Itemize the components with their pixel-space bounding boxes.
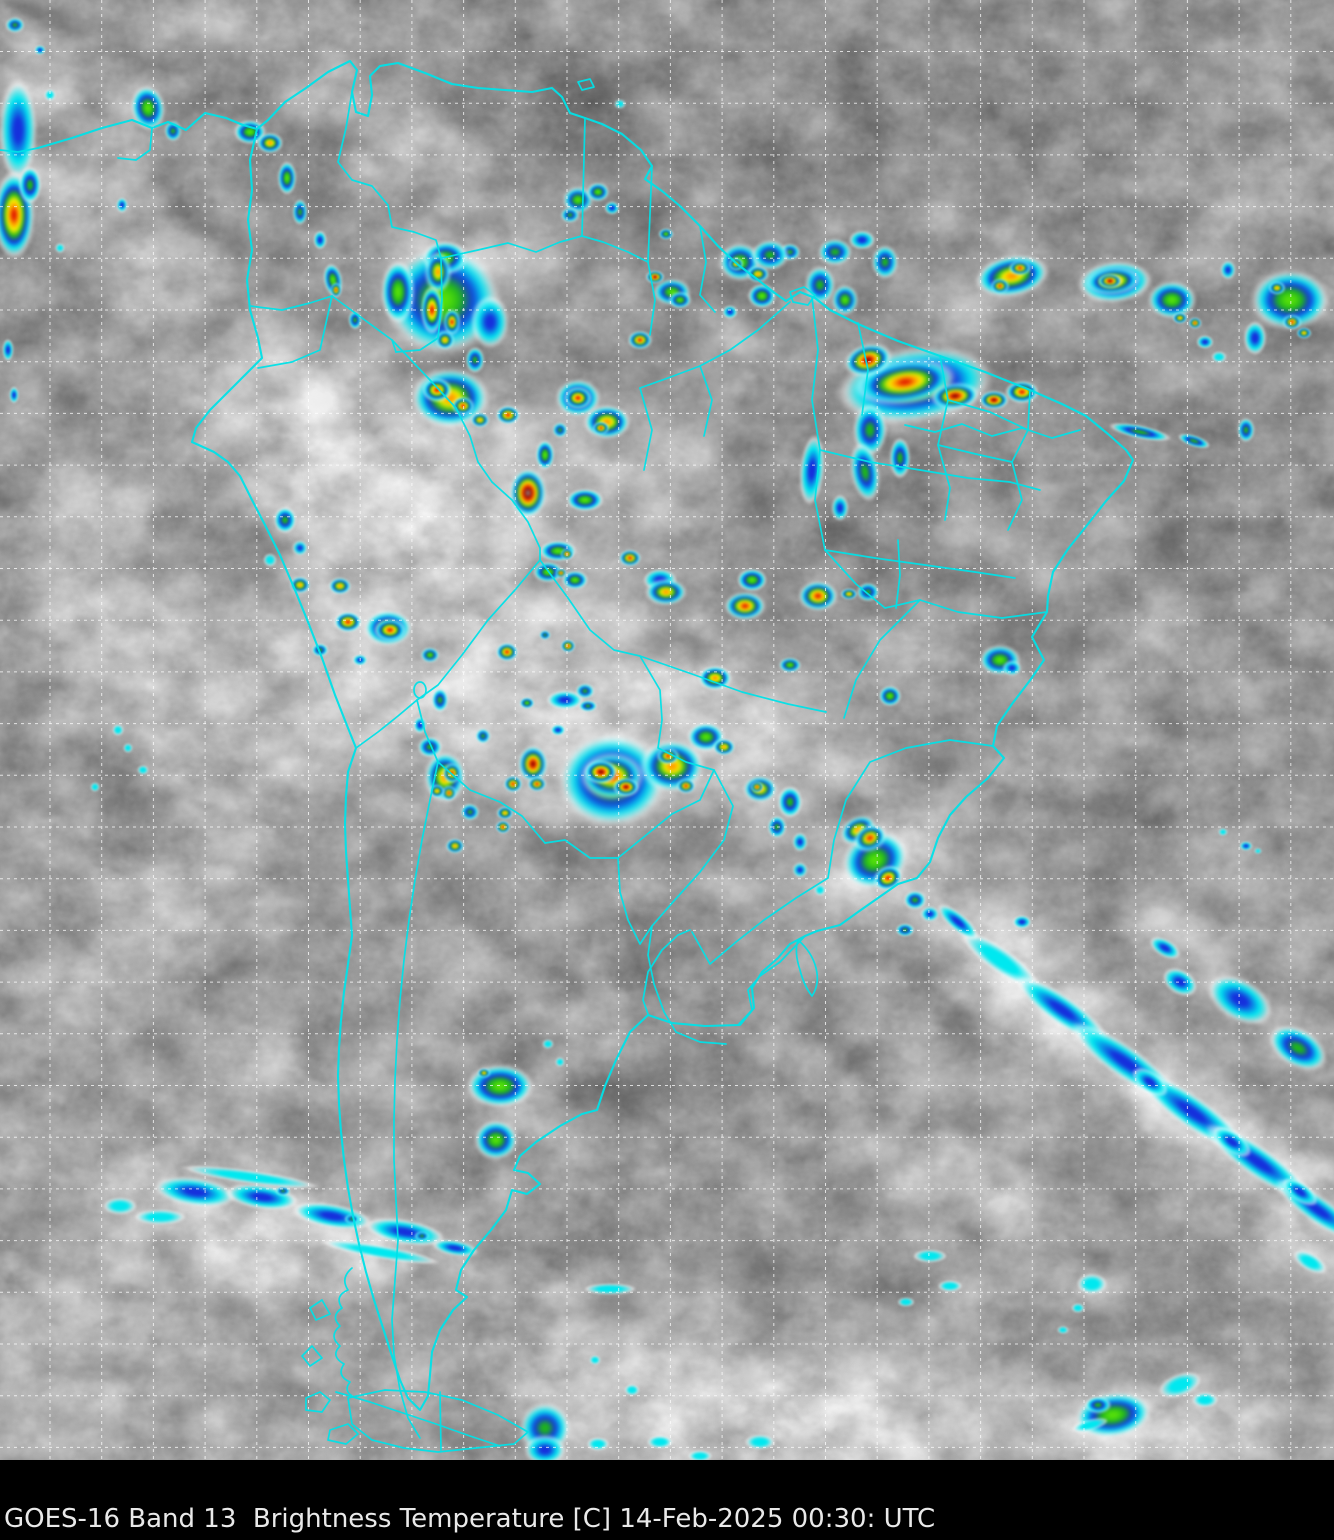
convection-enhancement-layer <box>0 17 1334 1460</box>
cloudfree-dark-layer <box>10 0 1334 1400</box>
country-state-borders <box>0 78 1081 1453</box>
cloud-texture-noise <box>0 0 1334 1460</box>
caption-bar: GOES-16 Band 13 Brightness Temperature [… <box>0 1460 1334 1540</box>
latlon-grid-overlay <box>0 0 1334 1460</box>
caption-text: GOES-16 Band 13 Brightness Temperature [… <box>4 1504 936 1534</box>
south-america-coastline <box>36 59 1135 1412</box>
satellite-image <box>0 0 1334 1460</box>
coastline-borders-overlay <box>0 59 1135 1453</box>
cloud-deck-layer <box>0 0 1334 1460</box>
